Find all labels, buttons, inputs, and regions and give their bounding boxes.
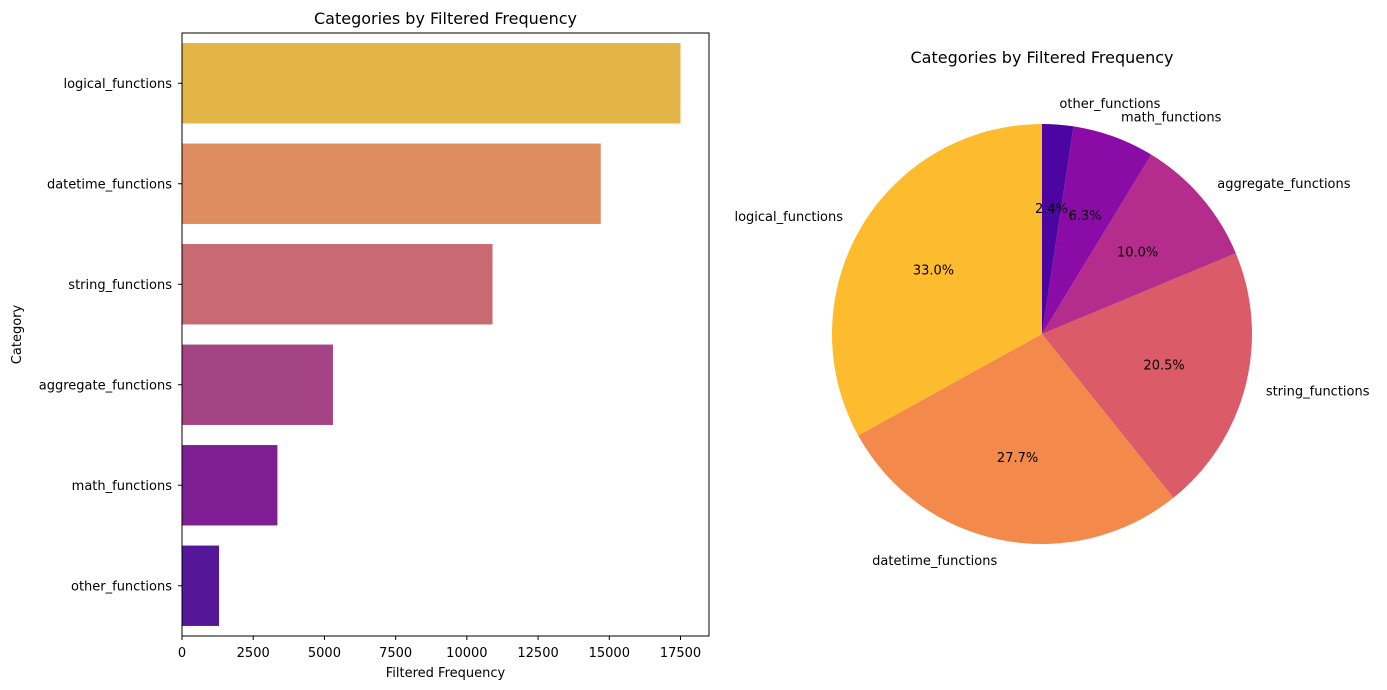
y-tick-label: datetime_functions: [47, 177, 172, 192]
y-tick-label: logical_functions: [63, 77, 172, 92]
pie-chart-title: Categories by Filtered Frequency: [910, 48, 1173, 67]
bar-datetime-functions: [182, 143, 601, 224]
bar-chart-y-axis-label: Category: [10, 305, 25, 365]
pie-label-math-functions: math_functions: [1121, 110, 1222, 125]
pie-label-aggregate-functions: aggregate_functions: [1217, 177, 1350, 192]
pie-label-string-functions: string_functions: [1266, 385, 1370, 400]
x-tick-label: 0: [178, 646, 186, 661]
bar-chart-title: Categories by Filtered Frequency: [314, 9, 577, 28]
pie-chart-labels: logical_functions 33.0% datetime_functions…: [734, 97, 1369, 569]
bar-chart-x-axis-label: Filtered Frequency: [386, 666, 506, 681]
x-tick-label: 5000: [308, 646, 341, 661]
bar-chart-panel: Categories by Filtered Frequency logical…: [10, 9, 710, 681]
pie-chart-slices: [832, 124, 1252, 544]
x-tick-label: 10000: [446, 646, 487, 661]
y-tick-label: math_functions: [72, 479, 173, 494]
bar-chart-frame: [181, 32, 710, 637]
bar-other-functions: [182, 545, 220, 626]
pie-percent-label: 33.0%: [913, 263, 954, 278]
bar-string-functions: [182, 244, 493, 325]
bar-logical-functions: [182, 43, 681, 124]
pie-percent-label: 20.5%: [1143, 359, 1184, 374]
x-tick-label: 7500: [379, 646, 412, 661]
pie-slice-string-functions: [1042, 253, 1252, 498]
pie-slice-datetime-functions: [858, 334, 1174, 544]
pie-label-datetime-functions: datetime_functions: [872, 554, 997, 569]
x-tick-label: 12500: [517, 646, 558, 661]
pie-percent-label: 6.3%: [1069, 209, 1102, 224]
pie-percent-label: 10.0%: [1117, 245, 1158, 260]
bar-chart-y-axis: logical_functions datetime_functionsstrin…: [39, 77, 182, 594]
x-tick-label: 15000: [589, 646, 630, 661]
pie-slice-math-functions: [1042, 126, 1152, 334]
bar-math-functions: [182, 445, 278, 526]
y-tick-label: other_functions: [71, 579, 172, 594]
pie-slice-other-functions: [1042, 124, 1074, 334]
pie-label-other-functions: other_functions: [1059, 97, 1160, 112]
pie-label-logical-functions: logical_functions: [734, 210, 843, 225]
pie-slice-aggregate-functions: [1042, 154, 1236, 334]
pie-chart-panel: Categories by Filtered Frequency logical…: [734, 48, 1369, 569]
y-tick-label: aggregate_functions: [39, 378, 172, 393]
bar-chart-bars: [182, 43, 681, 626]
pie-percent-label: 27.7%: [997, 451, 1038, 466]
x-tick-label: 17500: [660, 646, 701, 661]
y-tick-label: string_functions: [68, 278, 172, 293]
bar-aggregate-functions: [182, 344, 333, 425]
x-tick-label: 2500: [237, 646, 270, 661]
pie-slice-logical-functions: [832, 124, 1042, 436]
pie-percent-label: 2.4%: [1035, 202, 1068, 217]
bar-chart-x-axis: 0 2500 5000 7500 10000 12500 15000 17500: [178, 636, 701, 661]
